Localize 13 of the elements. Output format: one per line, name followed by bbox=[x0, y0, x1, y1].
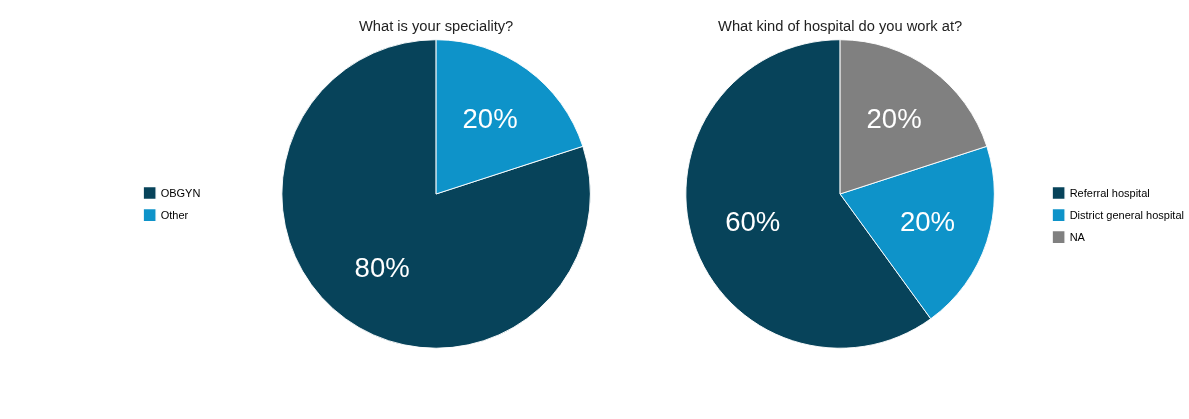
chart-title: What is your speciality? bbox=[358, 18, 514, 35]
legend-label: District general hospital bbox=[1069, 208, 1184, 221]
pie-slice bbox=[281, 39, 591, 349]
legend-label: Other bbox=[160, 208, 189, 221]
legend-label: OBGYN bbox=[160, 186, 201, 199]
legend-label: NA bbox=[1069, 230, 1086, 243]
data-label: 20% bbox=[462, 102, 518, 134]
data-label: 60% bbox=[725, 205, 781, 237]
data-label: 20% bbox=[866, 102, 922, 134]
chart-title: What kind of hospital do you work at? bbox=[718, 18, 963, 35]
data-label: 80% bbox=[354, 251, 410, 283]
legend-label: Referral hospital bbox=[1069, 186, 1150, 199]
data-label: 20% bbox=[899, 205, 955, 237]
